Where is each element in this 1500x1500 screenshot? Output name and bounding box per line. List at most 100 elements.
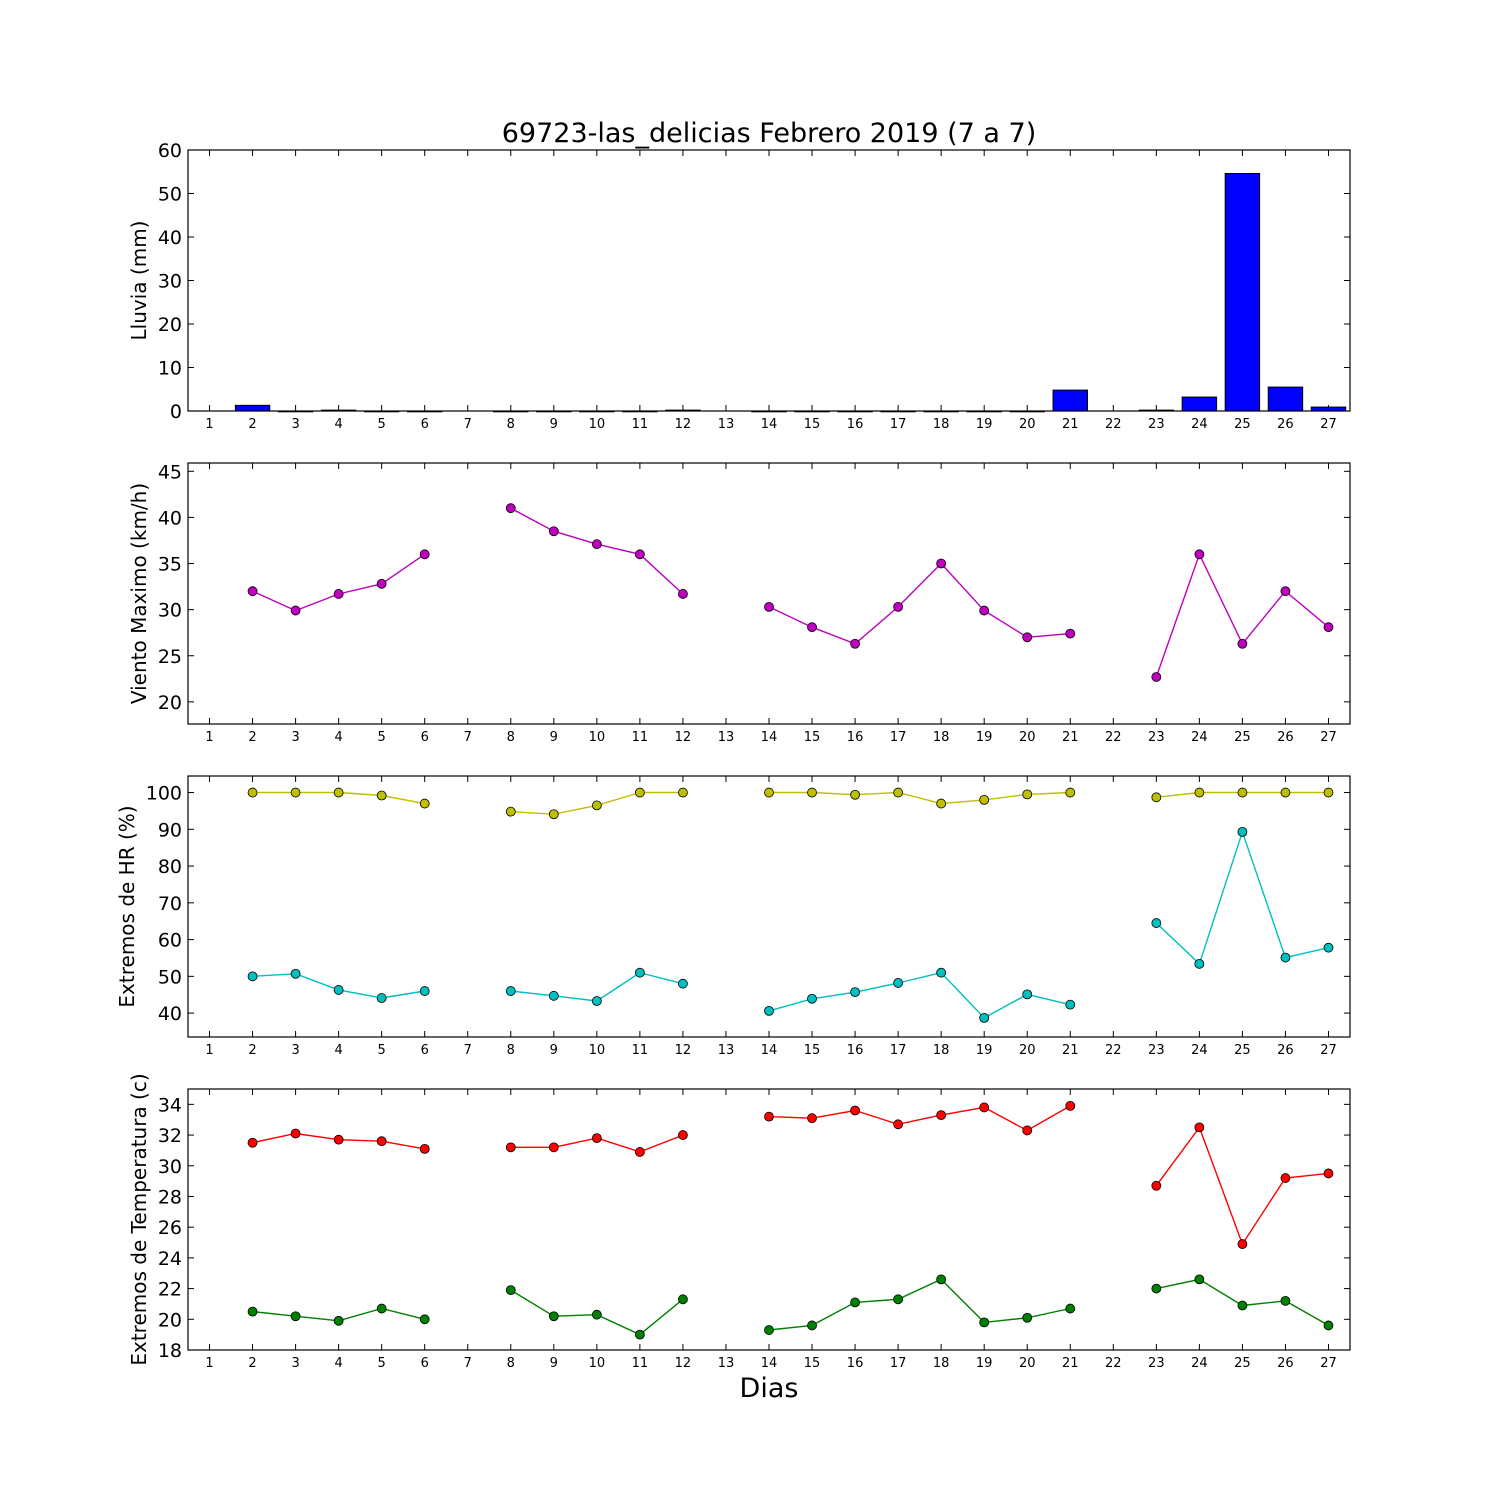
x-tick-label: 20 [1019, 730, 1036, 745]
x-tick-label: 13 [718, 1043, 735, 1058]
x-tick-label: 24 [1191, 730, 1208, 745]
x-tick-label: 17 [890, 730, 907, 745]
x-tick-label: 8 [507, 730, 515, 745]
data-point [764, 787, 774, 798]
data-point [634, 1329, 645, 1340]
data-point [548, 809, 559, 820]
x-tick-label: 12 [675, 417, 692, 432]
y-tick-label: 100 [146, 783, 182, 805]
y-tick-label: 30 [158, 271, 182, 293]
data-point [290, 1128, 301, 1139]
x-tick-label: 18 [933, 417, 950, 432]
y-axis-label: Extremos de Temperatura (c) [127, 1073, 151, 1365]
data-point [979, 1102, 990, 1113]
data-point [1151, 672, 1162, 682]
x-tick-label: 26 [1277, 417, 1294, 432]
data-point [936, 558, 947, 569]
data-point [893, 1294, 904, 1305]
data-point [893, 601, 904, 612]
data-point [1280, 952, 1291, 963]
x-tick-label: 21 [1062, 417, 1079, 432]
x-tick-label: 8 [507, 1356, 515, 1371]
x-tick-label: 16 [847, 417, 864, 432]
data-point [678, 978, 688, 989]
x-tick-label: 19 [976, 730, 993, 745]
x-tick-label: 22 [1105, 1356, 1122, 1371]
data-point [1151, 1180, 1162, 1191]
x-tick-label: 14 [761, 1356, 778, 1371]
x-tick-label: 4 [334, 417, 342, 432]
x-tick-label: 7 [464, 1043, 472, 1058]
x-tick-label: 7 [464, 417, 472, 432]
x-tick-label: 15 [804, 417, 821, 432]
data-point [1280, 787, 1291, 798]
data-point [1022, 789, 1033, 800]
x-tick-label: 7 [464, 1356, 472, 1371]
data-point [1022, 1125, 1033, 1136]
data-point [850, 789, 860, 800]
bar [234, 404, 271, 412]
data-point [1237, 1239, 1248, 1249]
data-point [591, 1133, 602, 1144]
y-tick-label: 26 [158, 1217, 182, 1239]
y-tick-label: 90 [158, 819, 182, 841]
data-point [376, 993, 387, 1003]
y-tick-label: 20 [158, 1309, 182, 1331]
x-tick-label: 9 [550, 1043, 558, 1058]
y-axis-label: Extremos de HR (%) [115, 805, 139, 1007]
data-point [936, 1110, 947, 1120]
bar [1267, 386, 1304, 412]
data-point [1065, 1100, 1076, 1111]
data-point [247, 1137, 258, 1148]
data-point [333, 1134, 344, 1145]
data-point [548, 990, 559, 1001]
data-point [634, 1147, 645, 1157]
data-point [634, 787, 645, 798]
x-tick-label: 10 [589, 730, 606, 745]
y-tick-label: 22 [158, 1279, 182, 1301]
x-tick-label: 9 [550, 730, 558, 745]
y-tick-label: 20 [158, 314, 182, 336]
x-tick-label: 18 [933, 1043, 950, 1058]
x-tick-label: 2 [248, 417, 256, 432]
data-point [333, 985, 344, 995]
data-point [1151, 918, 1162, 928]
data-point [1151, 792, 1162, 803]
data-point [1194, 958, 1205, 969]
data-point [1022, 989, 1033, 1000]
y-tick-label: 0 [170, 401, 182, 423]
x-tick-label: 2 [248, 1043, 256, 1058]
data-point [548, 1311, 559, 1322]
x-tick-label: 15 [804, 1356, 821, 1371]
x-tick-label: 14 [761, 417, 778, 432]
x-tick-label: 10 [589, 1356, 606, 1371]
data-point [591, 1309, 602, 1320]
data-point [1323, 1168, 1334, 1179]
x-tick-label: 5 [378, 1356, 386, 1371]
x-tick-label: 11 [632, 1043, 649, 1058]
x-tick-label: 23 [1148, 417, 1165, 432]
bar [1224, 172, 1261, 412]
data-point [1022, 632, 1033, 643]
x-tick-label: 27 [1320, 1356, 1337, 1371]
bar [1052, 389, 1088, 412]
x-tick-label: 13 [718, 417, 735, 432]
data-point [936, 967, 947, 978]
data-point [505, 986, 516, 996]
x-tick-label: 4 [334, 1043, 342, 1058]
x-tick-label: 18 [933, 1356, 950, 1371]
data-point [419, 986, 430, 996]
x-tick-label: 1 [205, 730, 213, 745]
x-tick-label: 15 [804, 1043, 821, 1058]
x-tick-label: 20 [1019, 1356, 1036, 1371]
x-tick-label: 14 [761, 1043, 778, 1058]
x-tick-label: 4 [334, 730, 342, 745]
x-tick-label: 7 [464, 730, 472, 745]
data-point [1151, 1283, 1162, 1294]
data-point [419, 1143, 430, 1154]
y-tick-label: 35 [158, 554, 182, 576]
